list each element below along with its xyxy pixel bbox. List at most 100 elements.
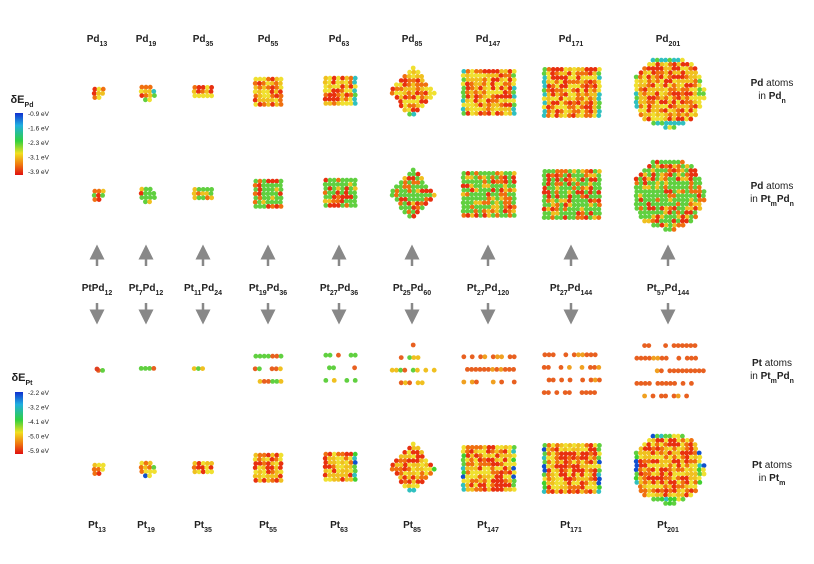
text-part: Pt: [647, 283, 658, 294]
atom: [671, 475, 677, 481]
atom: [671, 91, 677, 97]
atom: [671, 185, 677, 190]
atom: [571, 198, 576, 204]
atom: [477, 474, 483, 480]
atom: [588, 455, 593, 461]
atom: [638, 185, 643, 190]
atom: [274, 76, 280, 82]
atom: [684, 343, 689, 348]
atom: [638, 484, 643, 489]
atom: [461, 94, 467, 99]
atom: [697, 78, 703, 84]
atom: [684, 442, 689, 447]
atom: [340, 92, 346, 98]
atom: [394, 82, 399, 88]
atom: [431, 466, 437, 472]
text-part: 201: [669, 41, 681, 48]
atom: [495, 461, 500, 467]
atom: [481, 208, 487, 214]
atom: [567, 75, 573, 81]
atom: [261, 76, 267, 82]
atom: [650, 218, 656, 224]
atom: [469, 175, 474, 181]
atom: [638, 180, 644, 186]
atom: [654, 116, 660, 122]
atom: [389, 367, 395, 373]
atom: [465, 482, 470, 488]
text-part: Pd: [476, 34, 489, 45]
atom: [498, 90, 504, 95]
atom: [474, 470, 479, 475]
atom: [423, 201, 429, 207]
atom: [348, 456, 353, 461]
atom: [689, 78, 694, 84]
atom: [477, 192, 483, 197]
atom: [473, 466, 479, 471]
atom: [542, 194, 548, 200]
atom: [680, 381, 686, 386]
atom: [335, 190, 341, 196]
atom: [473, 183, 479, 189]
atom: [659, 433, 664, 439]
atom: [575, 489, 581, 494]
column-label: Pd19: [136, 34, 157, 48]
atom: [502, 98, 508, 104]
atom: [546, 476, 552, 482]
atom: [465, 204, 471, 210]
atom: [588, 480, 593, 486]
atom: [327, 464, 332, 470]
atom: [269, 465, 275, 471]
atom: [507, 196, 513, 202]
atom: [469, 470, 475, 475]
atom: [465, 183, 470, 189]
text-part: atoms: [762, 358, 792, 369]
atom: [642, 442, 647, 447]
atom: [419, 454, 425, 459]
atom: [546, 67, 552, 72]
atom: [486, 457, 491, 463]
atom: [680, 492, 685, 498]
atom: [675, 99, 681, 105]
atom: [688, 368, 694, 374]
atom: [684, 454, 690, 460]
atom: [650, 492, 656, 498]
atom: [498, 466, 504, 471]
atom: [550, 455, 555, 461]
atom: [327, 456, 332, 461]
atom: [339, 190, 345, 196]
atom: [410, 167, 416, 173]
atom: [550, 88, 555, 93]
atom: [667, 57, 673, 63]
atom: [680, 488, 686, 494]
atom: [634, 87, 640, 92]
atom: [684, 112, 690, 118]
atom: [680, 99, 685, 105]
atom: [667, 168, 673, 174]
atom: [684, 197, 690, 203]
atom: [327, 96, 332, 102]
atom: [469, 77, 475, 83]
atom: [696, 201, 702, 207]
atom: [192, 187, 198, 192]
atom: [584, 485, 590, 490]
atom: [482, 453, 488, 459]
atom: [688, 83, 694, 88]
atom: [273, 97, 279, 103]
atom: [465, 90, 470, 95]
atom: [266, 195, 271, 201]
atom: [490, 453, 496, 459]
atom: [469, 204, 475, 210]
atom: [266, 178, 271, 184]
atom: [555, 485, 560, 490]
atom: [541, 215, 547, 221]
atom: [559, 211, 565, 216]
atom: [651, 189, 657, 195]
atom: [344, 194, 350, 200]
atom: [474, 171, 479, 176]
atom: [252, 183, 258, 188]
atom: [469, 98, 474, 104]
atom: [507, 470, 513, 475]
atom: [584, 451, 590, 457]
atom: [204, 89, 210, 94]
atom: [266, 379, 271, 384]
